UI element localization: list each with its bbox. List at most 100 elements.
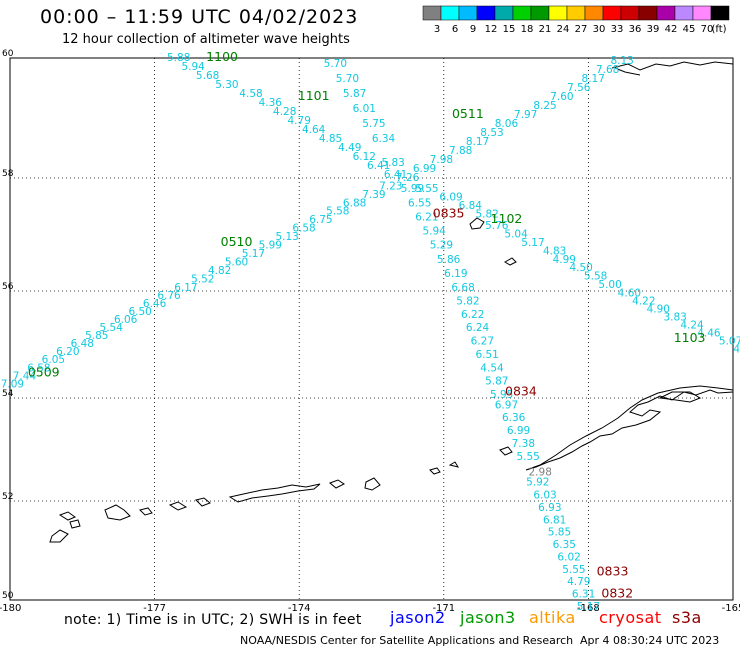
swh-value-label: 4.83 (543, 245, 566, 257)
swh-value-label: 6.22 (461, 309, 484, 321)
swh-value-label: 6.21 (415, 211, 438, 223)
colorbar-label: 6 (452, 24, 458, 35)
legend-cryosat: cryosat (599, 608, 662, 627)
colorbar-label: 15 (503, 24, 516, 35)
swh-value-label: 4.58 (239, 88, 262, 100)
swh-value-label: 5.30 (215, 79, 238, 91)
swh-value-label: 6.41 (367, 160, 390, 172)
swh-value-label: 4.85 (319, 133, 342, 145)
swh-value-label: 7.98 (430, 154, 453, 166)
coastline (104, 504, 131, 521)
timestamp-text: Apr 4 08:30:24 UTC 2023 (580, 634, 720, 647)
coastline (49, 529, 69, 543)
colorbar-swatch (710, 5, 730, 21)
swh-value-label: 6.02 (557, 551, 580, 563)
colorbar-label: 12 (485, 24, 498, 35)
swh-value-label: 6.68 (451, 282, 474, 294)
swh-value-label: 5.70 (324, 58, 347, 70)
swh-value-label: 7.26 (396, 172, 420, 184)
x-tick-label: -168 (577, 603, 600, 612)
coastline (429, 467, 441, 475)
swh-value-label: 4.24 (680, 319, 704, 331)
x-tick-label: -174 (288, 603, 311, 612)
legend-jason3: jason3 (460, 608, 516, 627)
swh-value-label: 7.09 (1, 378, 24, 390)
marks-layer: 5.885.945.685.304.584.364.284.794.644.85… (1, 49, 740, 612)
swh-value-label: 4.64 (302, 124, 326, 136)
swh-value-label: 8.13 (610, 55, 633, 67)
y-tick-label: 60 (2, 49, 14, 59)
swh-value-label: 5.55 (415, 183, 438, 195)
swh-value-label: 6.51 (475, 349, 498, 361)
coastline (469, 217, 485, 230)
swh-value-label: 4.50 (569, 262, 592, 274)
swh-value-label: 5.83 (381, 157, 404, 169)
swh-value-label: 5.68 (196, 70, 219, 82)
coastline-layer (49, 61, 734, 543)
swh-value-label: 6.19 (444, 268, 467, 280)
swh-value-label: 5.29 (430, 240, 453, 252)
colorbar-label: 39 (647, 24, 660, 35)
swh-value-label: 5.58 (326, 206, 349, 218)
coastline (329, 479, 345, 489)
swh-value-label: 5.99 (401, 183, 424, 195)
coastline (611, 61, 734, 76)
colorbar-label: 9 (470, 24, 476, 35)
swh-value-label: 4.79 (288, 115, 311, 127)
y-tick-label: 54 (2, 389, 14, 399)
swh-value-label: 5.82 (456, 295, 479, 307)
x-tick-label: -177 (143, 603, 166, 612)
swh-value-label: 5.92 (526, 477, 549, 489)
swh-value-label: 6.50 (128, 306, 151, 318)
swh-value-label: 5.75 (362, 118, 385, 130)
swh-value-label: 5.55 (562, 564, 585, 576)
colorbar-label: 70 (701, 24, 714, 35)
swh-value-label: 6.34 (372, 133, 396, 145)
y-tick-label: 52 (2, 492, 13, 502)
coastline (364, 477, 381, 491)
swh-value-label: 6.58 (27, 362, 50, 374)
x-tick-label: -180 (0, 603, 21, 612)
pass-time-label: 0834 (505, 383, 537, 398)
swh-value-label: 5.88 (167, 52, 190, 64)
colorbar-label: 42 (665, 24, 678, 35)
swh-value-label: 4.60 (618, 287, 641, 299)
colorbar-label: 36 (629, 24, 642, 35)
swh-value-label: 7.68 (596, 64, 619, 76)
swh-value-label: 4.54 (480, 362, 504, 374)
swh-value-label: 5.58 (584, 271, 607, 283)
page-title: 00:00 – 11:59 UTC 04/02/2023 (40, 6, 359, 28)
swh-value-label: 4.22 (632, 295, 655, 307)
swh-value-label: 8.53 (480, 127, 503, 139)
pass-time-label: 0833 (597, 563, 629, 578)
swh-value-label: 5.04 (504, 228, 528, 240)
y-tick-label: 56 (2, 282, 14, 292)
swh-value-label: 6.36 (502, 412, 526, 424)
coastline (658, 391, 702, 403)
pass-time-label: 0509 (28, 365, 60, 380)
swh-value-label: 6.99 (507, 425, 530, 437)
x-tick-label: -171 (432, 603, 455, 612)
swh-value-label: 5.07 (719, 336, 740, 348)
colorbar-label: (ft) (711, 24, 726, 35)
wave-height-map[interactable]: -180 -177 -174 -171 -168 -165 60 58 56 54 52 50 5.8… (0, 0, 740, 612)
swh-value-label: 6.48 (71, 338, 94, 350)
swh-value-label: 4.28 (273, 106, 296, 118)
swh-value-label: 7.56 (567, 82, 591, 94)
swh-value-label: 6.05 (42, 354, 65, 366)
swh-value-label: 6.03 (533, 489, 556, 501)
swh-value-label: 7.23 (379, 180, 402, 192)
pass-time-label: 1102 (491, 211, 523, 226)
swh-value-label: 5.60 (225, 257, 248, 269)
legend-jason2: jason2 (390, 608, 446, 627)
swh-value-label: 7.60 (550, 91, 573, 103)
swh-value-label: 5.85 (548, 527, 571, 539)
coastline (525, 385, 734, 471)
colorbar-label: 24 (557, 24, 570, 35)
colorbar-label: 3 (434, 24, 440, 35)
note-text: note: 1) Time is in UTC; 2) SWH is in fe… (64, 612, 362, 628)
swh-value-label: 5.99 (259, 240, 282, 252)
swh-value-label: 5.94 (181, 61, 205, 73)
swh-value-label: 6.09 (439, 192, 462, 204)
swh-value-label: 6.27 (471, 336, 494, 348)
